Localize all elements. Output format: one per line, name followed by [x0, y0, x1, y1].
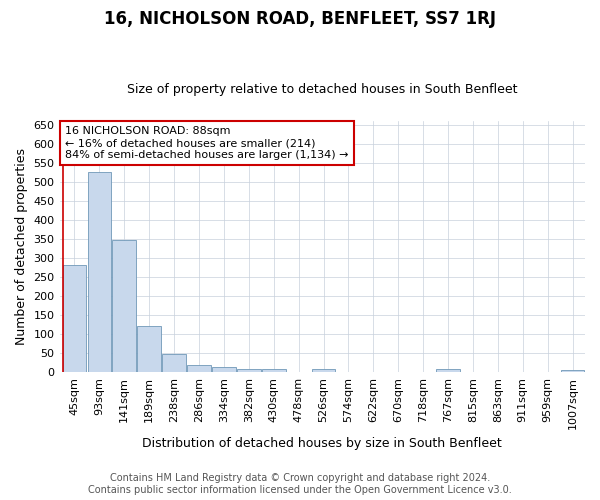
Bar: [162, 354, 186, 372]
Text: Contains HM Land Registry data © Crown copyright and database right 2024.
Contai: Contains HM Land Registry data © Crown c…: [88, 474, 512, 495]
Bar: [561, 370, 584, 372]
Y-axis label: Number of detached properties: Number of detached properties: [15, 148, 28, 345]
Title: Size of property relative to detached houses in South Benfleet: Size of property relative to detached ho…: [127, 83, 518, 96]
Bar: [187, 365, 211, 372]
Bar: [137, 326, 161, 372]
Bar: [262, 369, 286, 372]
Text: 16 NICHOLSON ROAD: 88sqm
← 16% of detached houses are smaller (214)
84% of semi-: 16 NICHOLSON ROAD: 88sqm ← 16% of detach…: [65, 126, 349, 160]
Bar: [237, 368, 260, 372]
Bar: [62, 266, 86, 372]
Bar: [436, 370, 460, 372]
Bar: [212, 368, 236, 372]
X-axis label: Distribution of detached houses by size in South Benfleet: Distribution of detached houses by size …: [142, 437, 502, 450]
Bar: [112, 240, 136, 372]
Bar: [88, 172, 111, 372]
Text: 16, NICHOLSON ROAD, BENFLEET, SS7 1RJ: 16, NICHOLSON ROAD, BENFLEET, SS7 1RJ: [104, 10, 496, 28]
Bar: [311, 369, 335, 372]
